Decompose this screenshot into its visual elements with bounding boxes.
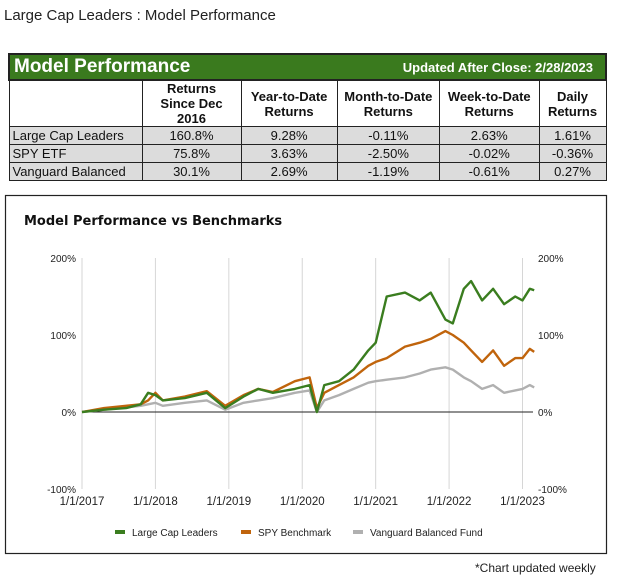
x-tick-label: 1/1/2017 [60,496,105,508]
footnote: *Chart updated weekly [475,561,596,575]
cell: 0.27% [538,162,607,181]
cell: 2.63% [438,126,540,145]
cell: -0.61% [438,162,540,181]
cell: -0.11% [336,126,440,145]
legend-label: SPY Benchmark [258,528,332,539]
legend-swatch [115,530,125,534]
y-tick-label-left: 100% [50,331,76,342]
cell: Vanguard Balanced [8,162,143,181]
table-row: Vanguard Balanced 30.1% 2.69% -1.19% -0.61% 0… [8,162,607,181]
series-line-large-cap-leaders [81,279,535,414]
x-tick-label: 1/1/2022 [427,496,472,508]
cell: -0.02% [438,144,540,163]
updated-date: Updated After Close: 2/28/2023 [337,53,607,81]
chart-title: Model Performance vs Benchmarks [24,214,282,229]
cell: Large Cap Leaders [8,126,143,145]
col-header: Year-to-Date Returns [240,79,338,127]
x-tick-label: 1/1/2020 [280,496,325,508]
y-tick-label-right: 100% [538,331,564,342]
col-header: Week-to-Date Returns [438,79,540,127]
x-tick-label: 1/1/2023 [500,496,545,508]
x-tick-label: 1/1/2021 [353,496,398,508]
page-title: Large Cap Leaders : Model Performance [4,7,276,24]
chart-frame [4,194,608,555]
cell: 3.63% [240,144,338,163]
x-tick-label: 1/1/2019 [206,496,251,508]
series-line-vanguard-balanced-fund [81,366,535,414]
table-row: Large Cap Leaders 160.8% 9.28% -0.11% 2.63% 1… [8,126,607,145]
table-title: Model Performance [7,53,338,81]
cell: SPY ETF [8,144,143,163]
cell: 2.69% [240,162,338,181]
performance-table: Model Performance Updated After Close: 2… [7,53,607,181]
legend-label: Vanguard Balanced Fund [370,528,483,539]
legend-swatch [353,530,363,534]
y-tick-label-right: -100% [538,485,567,496]
y-tick-label-left: -100% [47,485,76,496]
cell: -1.19% [336,162,440,181]
y-tick-label-left: 200% [50,254,76,265]
col-header: Returns Since Dec 2016 [141,79,242,127]
column-headers: Returns Since Dec 2016 Year-to-Date Retu… [8,79,607,127]
cell: 9.28% [240,126,338,145]
legend-label: Large Cap Leaders [132,528,218,539]
table-row: SPY ETF 75.8% 3.63% -2.50% -0.02% -0.36% [8,144,607,163]
col-header [8,79,143,127]
x-tick-label: 1/1/2018 [133,496,178,508]
series-line-spy-benchmark [81,329,535,414]
col-header: Month-to-Date Returns [336,79,440,127]
cell: 1.61% [538,126,607,145]
legend-swatch [241,530,251,534]
cell: -0.36% [538,144,607,163]
y-tick-label-left: 0% [62,408,77,419]
y-tick-label-right: 0% [538,408,553,419]
y-tick-label-right: 200% [538,254,564,265]
cell: 160.8% [141,126,242,145]
cell: 30.1% [141,162,242,181]
col-header: Daily Returns [538,79,607,127]
cell: 75.8% [141,144,242,163]
cell: -2.50% [336,144,440,163]
